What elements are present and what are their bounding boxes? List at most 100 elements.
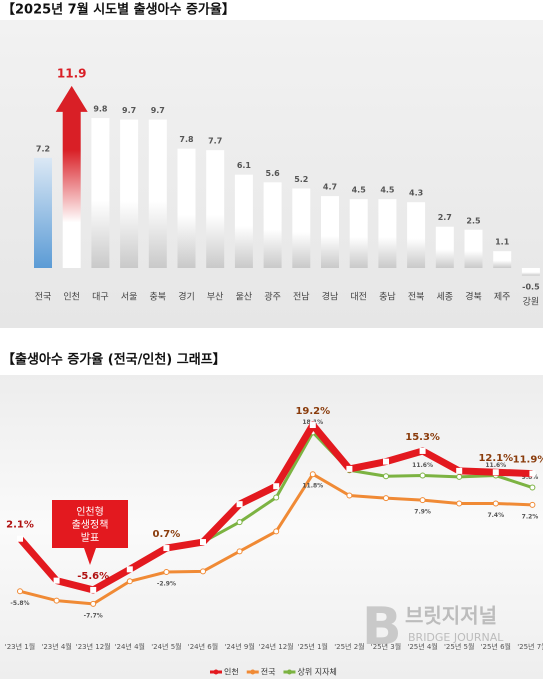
value-label: -5.8% — [10, 600, 29, 607]
bar — [407, 202, 426, 268]
bar — [292, 188, 311, 268]
chart-title: 【2025년 7월 시도별 출생아수 증가율】 — [2, 2, 235, 18]
value-label: 7.8 — [179, 135, 194, 144]
x-tick-label: 강원 — [523, 297, 540, 308]
marker — [236, 501, 243, 508]
bar — [148, 119, 167, 268]
marker — [456, 500, 463, 507]
x-tick-label: '25년 4월 — [407, 642, 437, 651]
x-tick-label: '25년 7월 — [517, 642, 543, 651]
value-label: 7.9% — [414, 509, 431, 516]
marker — [383, 473, 389, 480]
x-tick-label: '24년 9월 — [224, 642, 254, 651]
value-label: -7.7% — [84, 612, 103, 619]
value-label: 2.5 — [466, 216, 481, 225]
panel — [0, 20, 543, 328]
marker — [346, 492, 353, 499]
x-tick-label: '25년 3월 — [371, 642, 401, 651]
value-label: 11.9 — [57, 66, 87, 80]
marker — [53, 577, 60, 584]
marker — [53, 597, 60, 604]
bar — [120, 119, 139, 268]
value-label: 11.9% — [513, 455, 543, 466]
value-label: 11.6% — [485, 462, 506, 469]
bar — [206, 150, 225, 268]
x-tick-label: '25년 5월 — [444, 642, 474, 651]
marker — [492, 500, 499, 507]
annotation: 출생정책 — [72, 519, 109, 531]
x-tick-label: 전남 — [293, 292, 310, 303]
marker — [236, 548, 243, 555]
marker — [273, 483, 280, 490]
marker — [273, 494, 280, 501]
legend-label: 인천 — [224, 667, 239, 677]
value-label: 15.3% — [405, 432, 440, 443]
marker — [17, 588, 23, 595]
x-tick-label: '25년 6월 — [481, 642, 511, 651]
value-label: 19.2% — [295, 406, 330, 417]
bar — [321, 196, 339, 268]
marker — [492, 469, 499, 476]
watermark-logo: B — [362, 597, 402, 657]
value-label: 7.7 — [208, 137, 222, 146]
bar — [263, 182, 282, 268]
x-tick-label: '24년 5월 — [151, 642, 181, 651]
chart-title: 【출생아수 증가율 (전국/인천) 그래프】 — [2, 352, 226, 368]
value-label: 9.7 — [151, 106, 165, 115]
value-label: 1.1 — [495, 238, 510, 247]
x-tick-label: 충남 — [379, 292, 396, 303]
value-label: 4.5 — [352, 186, 367, 195]
value-label: 2.1% — [6, 520, 34, 531]
marker — [309, 422, 316, 429]
marker — [383, 458, 389, 465]
watermark-name: 브릿지저널 — [405, 604, 497, 628]
bar — [435, 226, 454, 268]
marker — [383, 495, 389, 502]
x-tick-label: '23년 4월 — [41, 642, 71, 651]
bar — [34, 157, 52, 268]
annotation: 인천형 — [76, 506, 104, 518]
value-label: 11.6% — [412, 462, 433, 469]
value-label: 0.7% — [153, 529, 181, 540]
x-tick-label: 세종 — [437, 292, 454, 303]
legend-label: 전국 — [261, 667, 276, 677]
x-tick-label: 경기 — [178, 291, 195, 303]
x-tick-label: 서울 — [121, 292, 138, 303]
marker — [529, 470, 536, 477]
value-label: 9.7 — [122, 106, 136, 115]
marker — [309, 471, 316, 478]
value-label: 7.4% — [487, 512, 504, 519]
value-label: 2.7 — [438, 213, 452, 222]
bar — [349, 199, 368, 268]
legend-swatch — [286, 669, 292, 675]
x-tick-label: '24년 12월 — [259, 642, 294, 651]
marker — [90, 600, 97, 607]
marker — [419, 472, 426, 479]
marker — [163, 568, 170, 575]
marker — [90, 586, 97, 593]
annotation: 발표 — [81, 532, 99, 544]
bar — [378, 199, 397, 268]
x-tick-label: '24년 6월 — [188, 642, 218, 651]
x-tick-label: 제주 — [494, 292, 511, 303]
marker — [163, 545, 170, 552]
legend-swatch — [213, 669, 219, 675]
marker — [17, 535, 23, 542]
bar — [521, 268, 540, 276]
marker — [456, 467, 463, 474]
value-label: 5.2 — [294, 175, 308, 184]
x-tick-label: '25년 1월 — [298, 642, 328, 651]
marker — [419, 497, 426, 504]
bar — [55, 85, 88, 269]
value-label: 7.2% — [522, 513, 539, 520]
value-label: 9.8% — [522, 474, 539, 481]
legend-swatch — [250, 669, 256, 675]
x-tick-label: '23년 12월 — [76, 642, 111, 651]
marker — [273, 528, 280, 535]
value-label: 12.1% — [478, 453, 513, 464]
marker — [126, 566, 133, 573]
marker — [529, 501, 536, 508]
bar — [493, 251, 512, 268]
value-label: 11.8% — [302, 483, 323, 490]
bar — [234, 174, 253, 268]
